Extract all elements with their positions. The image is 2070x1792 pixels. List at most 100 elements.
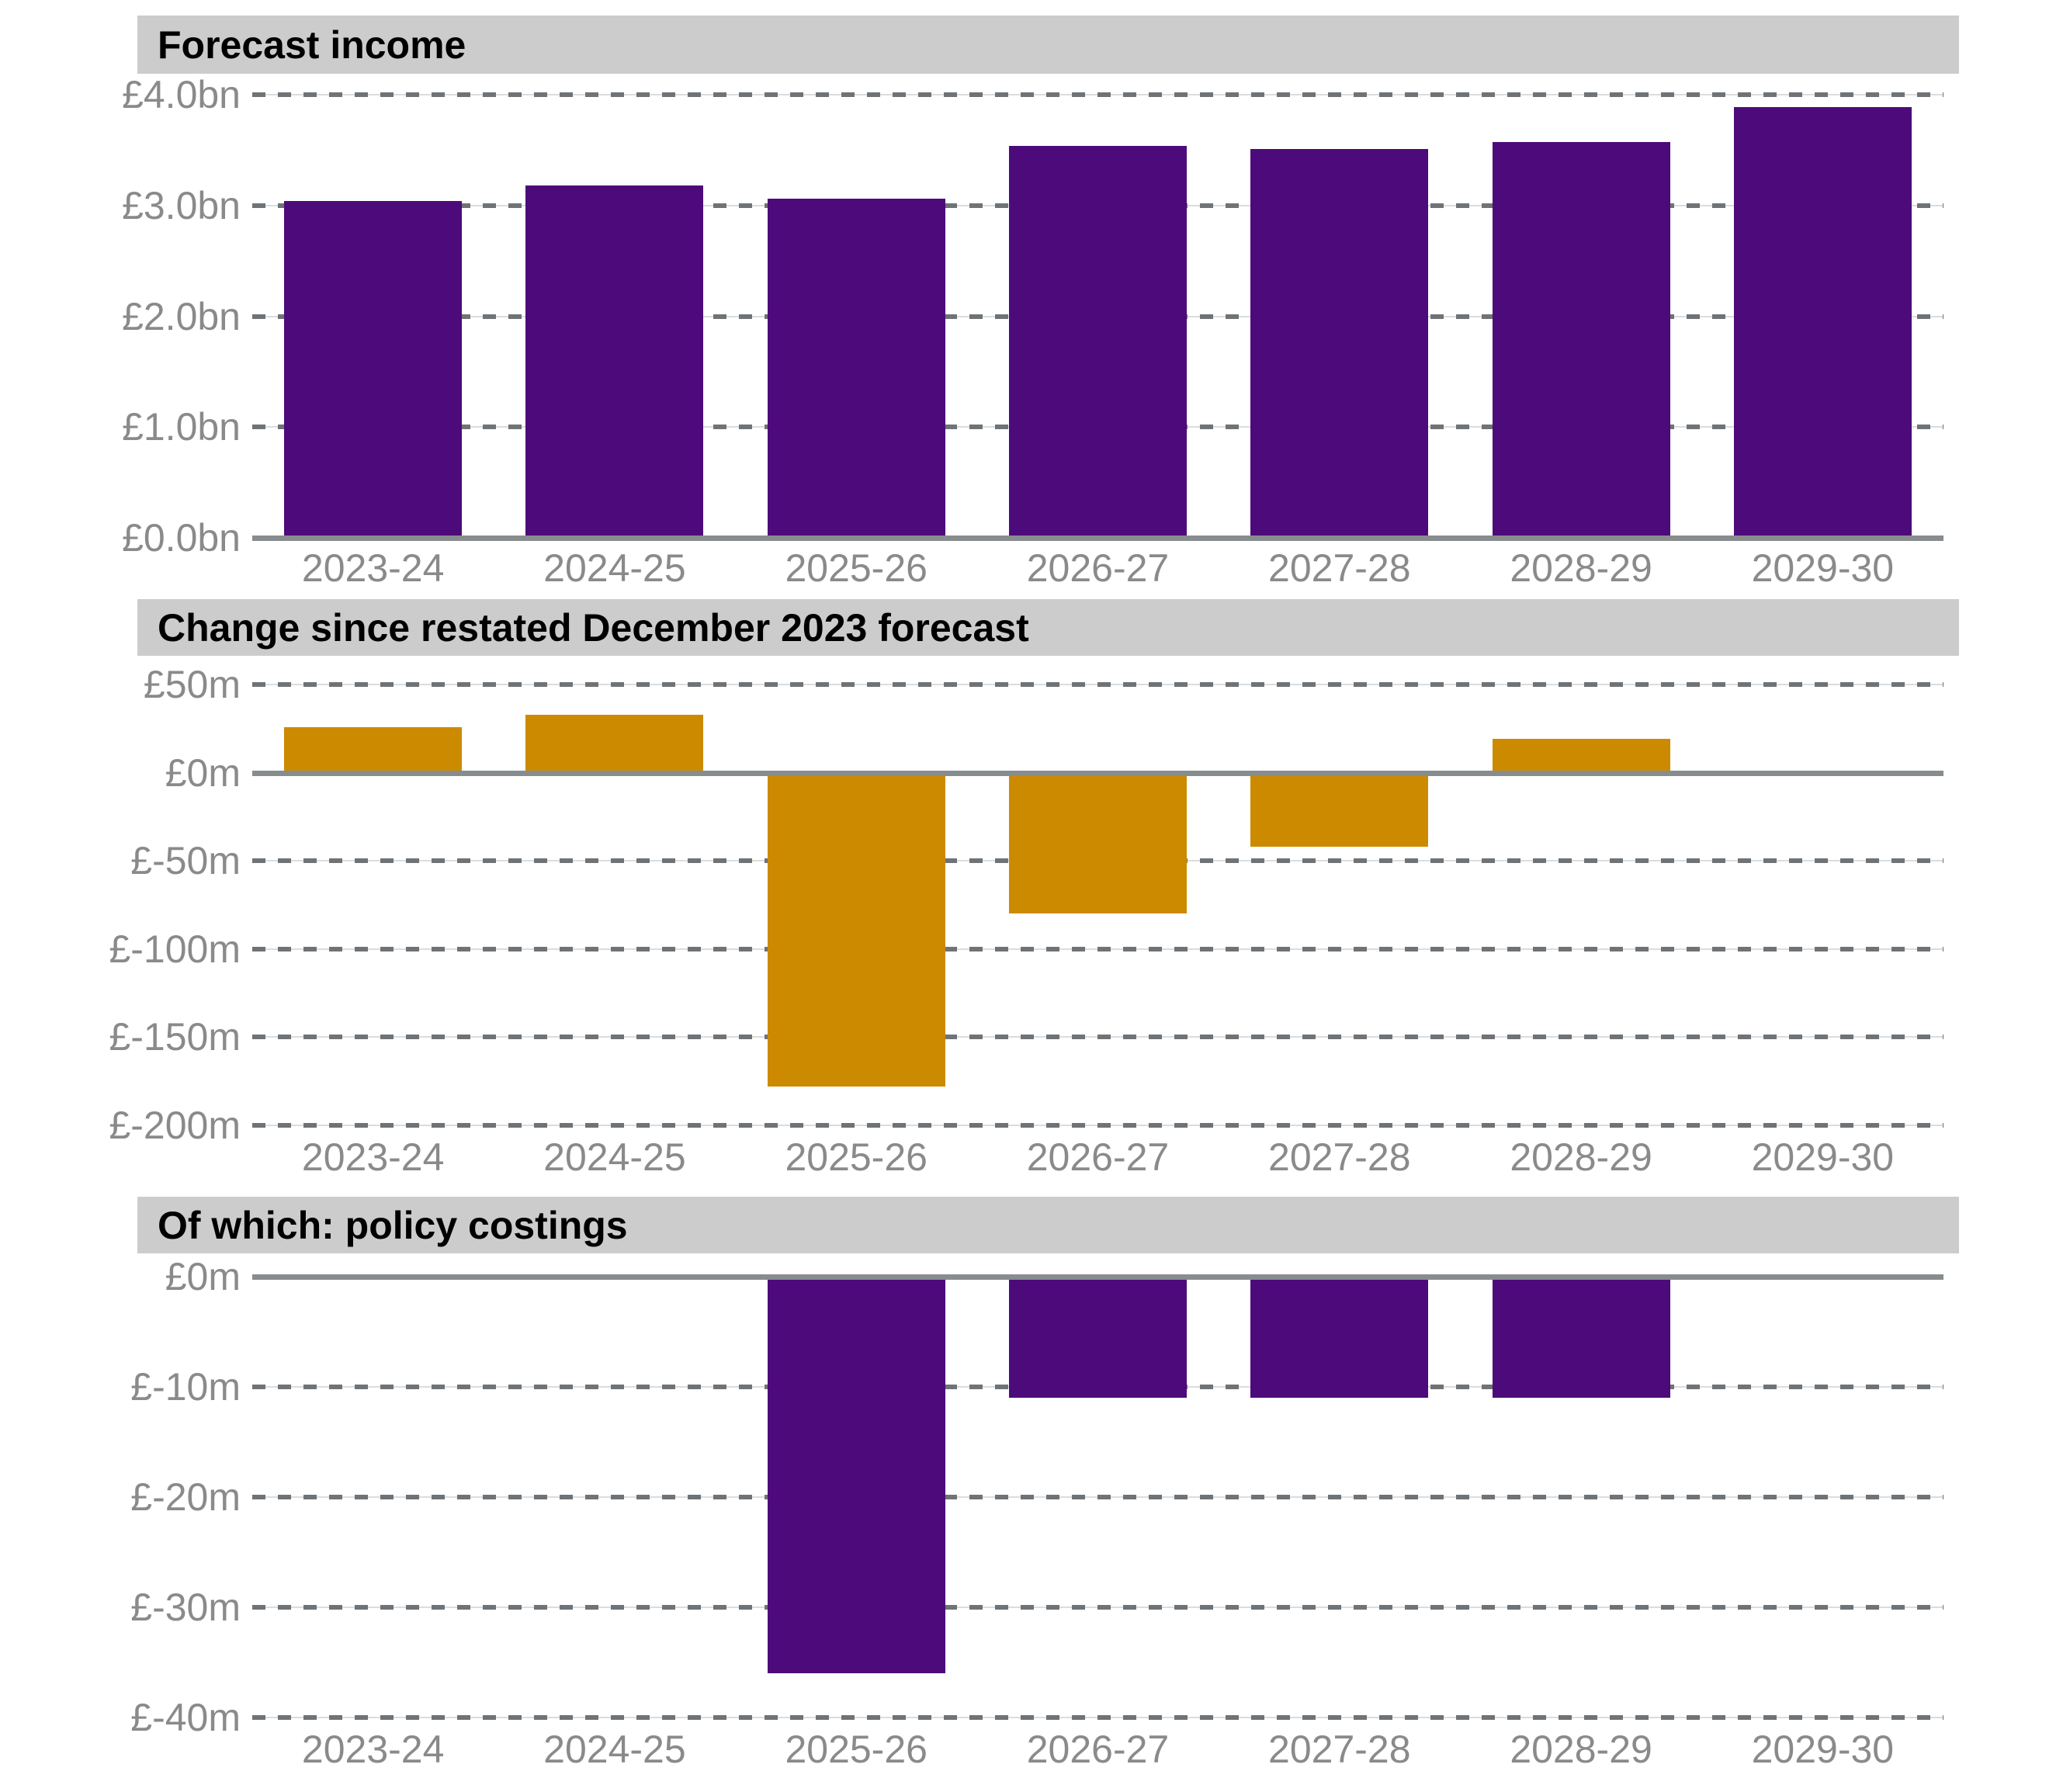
y-tick-label: £-40m [130, 1696, 241, 1739]
gridline-dashes [252, 425, 1943, 430]
gridline-connector [252, 1496, 1943, 1498]
x-tick-label: 2026-27 [1026, 546, 1170, 590]
y-tick-label: £3.0bn [122, 183, 241, 227]
gridline-£4.0bn [252, 92, 1943, 97]
y-tick-label: £-100m [109, 927, 241, 971]
y-tick-label: £-30m [130, 1586, 241, 1629]
chart-title: Forecast income [158, 23, 466, 67]
x-tick-label: 2028-29 [1510, 1135, 1652, 1179]
bar-2023-24 [284, 201, 463, 538]
x-tick-label: 2023-24 [301, 546, 445, 590]
bar-2029-30 [1733, 106, 1912, 538]
gridline-£2.0bn [252, 314, 1943, 319]
gridline-dashes [252, 1385, 1943, 1389]
y-tick-label: £1.0bn [122, 405, 241, 449]
y-tick-label: £0m [165, 750, 241, 795]
gridline-£-50m [252, 858, 1943, 864]
y-tick-label: £2.0bn [122, 294, 241, 338]
chart-title-banner: Of which: policy costings [137, 1197, 1959, 1253]
x-tick-label: 2024-25 [543, 1135, 686, 1179]
x-tick-label: 2026-27 [1026, 1135, 1170, 1179]
zero-axis-line [252, 770, 1943, 776]
gridline-connector [252, 1607, 1943, 1608]
y-tick-label: £0m [165, 1255, 241, 1298]
gridline-dashes [252, 314, 1943, 319]
x-tick-label: 2029-30 [1751, 1728, 1895, 1771]
gridline-connector [252, 1125, 1943, 1126]
y-tick-label: £50m [143, 663, 241, 706]
x-tick-label: 2023-24 [301, 1135, 445, 1179]
gridline-dashes [252, 946, 1943, 951]
x-tick-label: 2027-28 [1268, 546, 1411, 590]
bar-2025-26 [767, 199, 945, 538]
y-tick-label: £-20m [130, 1475, 241, 1519]
bar-2028-29 [1492, 142, 1670, 538]
y-tick-label: £-50m [130, 839, 241, 883]
x-tick-label: 2027-28 [1268, 1135, 1411, 1179]
y-tick-label: £0.0bn [122, 516, 241, 560]
gridline-dashes [252, 1605, 1943, 1610]
gridline-dashes [252, 1495, 1943, 1499]
gridline-connector [252, 860, 1943, 862]
gridline-£-30m [252, 1605, 1943, 1610]
gridline-connector [252, 315, 1943, 317]
gridline-£3.0bn [252, 203, 1943, 208]
x-tick-label: 2025-26 [785, 546, 928, 590]
zero-axis-line [252, 1274, 1943, 1280]
gridline-connector [252, 684, 1943, 685]
x-tick-label: 2023-24 [301, 1728, 445, 1771]
gridline-£-10m [252, 1385, 1943, 1389]
bar-2025-26 [767, 1277, 945, 1674]
gridline-connector [252, 1717, 1943, 1718]
gridline-dashes [252, 203, 1943, 208]
gridline-£50m [252, 682, 1943, 687]
chart-title-banner: Change since restated December 2023 fore… [137, 599, 1959, 656]
gridline-connector [252, 1036, 1943, 1038]
bar-2026-27 [1009, 145, 1187, 538]
gridline-£-100m [252, 946, 1943, 951]
y-tick-label: £4.0bn [122, 73, 241, 116]
gridline-£-150m [252, 1035, 1943, 1040]
gridline-dashes [252, 1035, 1943, 1040]
x-tick-label: 2024-25 [543, 1728, 686, 1771]
x-tick-label: 2024-25 [543, 546, 686, 590]
gridline-dashes [252, 1123, 1943, 1128]
y-tick-label: £-10m [130, 1365, 241, 1409]
chart-title: Change since restated December 2023 fore… [158, 605, 1029, 650]
gridline-connector [252, 426, 1943, 428]
x-tick-label: 2025-26 [785, 1728, 928, 1771]
chart-title: Of which: policy costings [158, 1203, 628, 1247]
bar-2027-28 [1250, 148, 1429, 538]
chart-title-banner: Forecast income [137, 16, 1959, 74]
x-tick-label: 2026-27 [1026, 1728, 1170, 1771]
bar-2028-29 [1492, 739, 1670, 773]
x-tick-label: 2028-29 [1510, 546, 1652, 590]
gridline-£1.0bn [252, 425, 1943, 430]
y-tick-label: £-200m [109, 1104, 241, 1147]
x-tick-label: 2029-30 [1751, 1135, 1895, 1179]
gridline-£-20m [252, 1495, 1943, 1499]
bar-2026-27 [1009, 772, 1187, 914]
bar-2027-28 [1250, 772, 1429, 847]
zero-axis-line [252, 536, 1943, 541]
gridline-dashes [252, 858, 1943, 864]
bar-2024-25 [525, 714, 704, 773]
gridline-dashes [252, 1715, 1943, 1720]
x-tick-label: 2028-29 [1510, 1728, 1652, 1771]
gridline-connector [252, 204, 1943, 206]
gridline-connector [252, 94, 1943, 95]
gridline-dashes [252, 92, 1943, 97]
gridline-connector [252, 1386, 1943, 1388]
bar-2027-28 [1250, 1277, 1429, 1399]
gridline-£-200m [252, 1123, 1943, 1128]
x-tick-label: 2025-26 [785, 1135, 928, 1179]
y-tick-label: £-150m [109, 1015, 241, 1059]
gridline-£-40m [252, 1715, 1943, 1720]
gridline-connector [252, 948, 1943, 950]
bar-2028-29 [1492, 1277, 1670, 1399]
x-tick-label: 2027-28 [1268, 1728, 1411, 1771]
